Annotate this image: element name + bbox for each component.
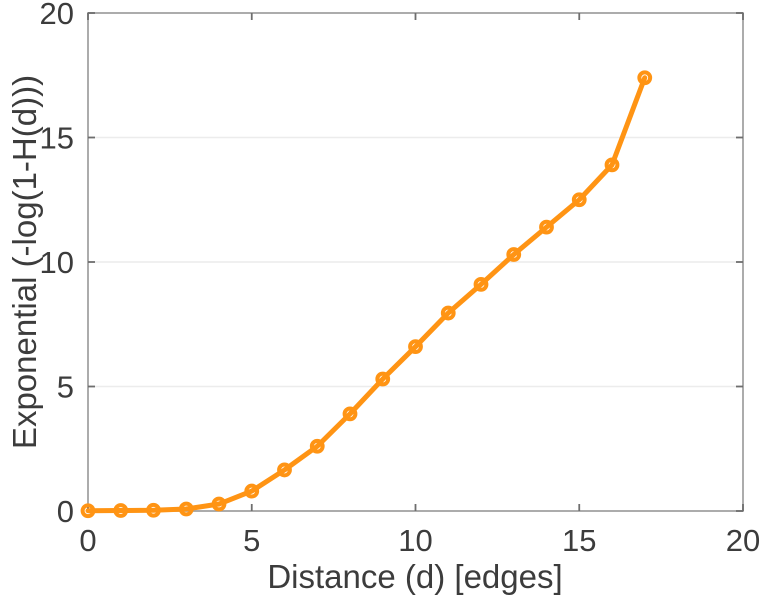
data-point-marker: [244, 483, 260, 499]
x-tick-label: 15: [562, 523, 596, 558]
data-point-marker: [146, 502, 161, 518]
y-tick-label: 0: [57, 494, 74, 529]
data-point-marker: [211, 496, 227, 512]
data-point-marker: [342, 406, 358, 422]
data-point-marker: [277, 462, 292, 478]
x-tick-label: 5: [243, 523, 260, 558]
y-axis-label: Exponential (-log(1-H(d))): [6, 75, 43, 449]
x-axis-label: Distance (d) [edges]: [267, 558, 562, 595]
y-tick-label: 5: [57, 370, 74, 405]
series-line: [85, 75, 648, 514]
data-point-marker: [506, 247, 522, 262]
y-tick-label: 15: [40, 121, 74, 156]
data-point-marker: [375, 371, 391, 387]
data-point-marker: [571, 192, 587, 208]
data-point-marker: [113, 503, 129, 518]
data-point-marker: [473, 277, 489, 292]
y-tick-label: 20: [40, 0, 74, 31]
data-point-marker: [80, 503, 96, 519]
gridlines: [88, 136, 743, 388]
data-markers: [80, 70, 653, 519]
x-tick-label: 20: [726, 523, 760, 558]
data-point-marker: [408, 339, 423, 355]
x-tick-labels: 0 5 10 15 20: [79, 523, 760, 558]
data-point-marker: [539, 219, 554, 235]
data-point-marker: [604, 157, 620, 173]
y-tick-labels: 0 5 10 15 20: [40, 0, 74, 529]
x-tick-label: 0: [79, 523, 96, 558]
data-point-marker: [309, 438, 325, 454]
y-tick-label: 10: [40, 245, 74, 280]
data-point-marker: [637, 70, 653, 86]
x-tick-label: 10: [398, 523, 432, 558]
data-point-marker: [178, 501, 194, 517]
data-point-marker: [440, 305, 456, 321]
